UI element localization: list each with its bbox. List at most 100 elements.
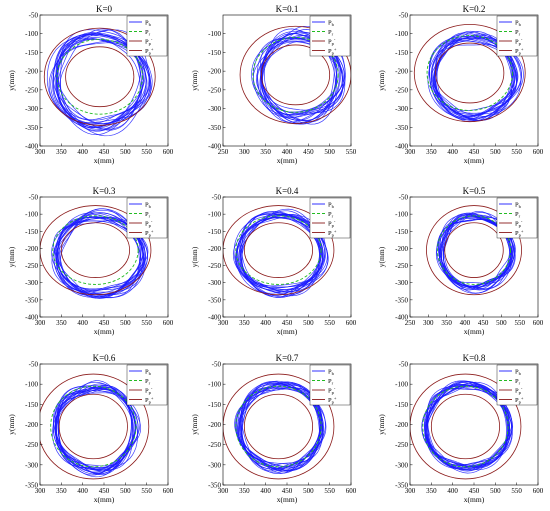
x-tick-label: 400 — [460, 319, 471, 327]
y-tick-label: -400 — [208, 314, 221, 322]
series-P_b — [234, 380, 327, 474]
panel-title: K=0 — [96, 4, 113, 14]
legend-entry: Pr — [328, 378, 334, 386]
series-P_p-plus — [426, 205, 522, 296]
legend-entry: Pp- — [515, 386, 523, 395]
series-P_p-plus — [413, 23, 526, 123]
chart-panel-1: 250 300 350 400 450 500 550 -100 -150 -200 -250 -30… — [190, 4, 357, 165]
chart-panel-8: 300 350 400 450 500 550 600 -50 -100 -150 -200 -250… — [377, 353, 544, 504]
trajectory-loop — [424, 383, 510, 469]
series-P_r — [235, 385, 322, 468]
legend-entry: Pr — [515, 378, 521, 386]
x-tick-label: 350 — [239, 487, 250, 495]
trajectory-loop — [53, 34, 151, 131]
y-tick-label: -100 — [208, 30, 221, 38]
y-tick-label: -300 — [208, 279, 221, 287]
legend-entry: Pp- — [328, 37, 336, 46]
trajectory-loop — [234, 387, 322, 469]
legend-box — [309, 15, 351, 57]
series-P_b — [427, 30, 524, 122]
y-tick-label: -400 — [395, 314, 408, 322]
chart-panel-7: 300 350 400 450 500 550 600 -50 -100 -150 -200 -250… — [190, 353, 357, 504]
series-P_p-minus — [444, 222, 504, 278]
x-tick-label: 400 — [282, 148, 293, 156]
axes-frame — [409, 196, 539, 318]
y-tick-label: -150 — [395, 49, 408, 57]
panel-title: K=0.5 — [463, 186, 486, 196]
legend-box — [309, 197, 351, 239]
y-tick-label: -350 — [25, 482, 38, 490]
legend-entry: Pb — [328, 368, 335, 376]
legend-entry: Pb — [328, 19, 335, 27]
series-P_p-plus — [43, 27, 156, 126]
y-tick-label: -50 — [29, 194, 39, 202]
trajectory-loop — [426, 382, 510, 467]
y-tick-label: -150 — [395, 401, 408, 409]
legend-entry: Pr — [328, 211, 334, 219]
legend-entry: Pr — [145, 378, 151, 386]
y-tick-label: -300 — [208, 105, 221, 113]
trajectory-loop — [238, 216, 323, 288]
x-axis-label: x(mm) — [277, 327, 298, 336]
legend-entry: Pp- — [515, 37, 523, 46]
legend-entry: Pr — [328, 29, 334, 37]
x-tick-label: 600 — [163, 319, 174, 327]
x-tick-label: 300 — [218, 487, 229, 495]
x-tick-label: 550 — [511, 487, 522, 495]
series-P_p-minus — [243, 393, 314, 460]
legend-entry: Pb — [328, 201, 335, 209]
x-tick-label: 450 — [99, 319, 110, 327]
x-tick-label: 400 — [447, 487, 458, 495]
legend-box — [496, 197, 538, 239]
y-axis-label: y(mm) — [377, 246, 386, 267]
y-tick-label: -250 — [25, 86, 38, 94]
y-tick-label: -150 — [25, 401, 38, 409]
trajectory-loop — [53, 220, 149, 295]
chart-panel-4: 300 350 400 450 500 550 600 -50 -100 -150 -200 -250… — [190, 186, 357, 336]
series-P_r — [426, 35, 513, 111]
legend-box — [126, 15, 168, 57]
y-tick-label: -300 — [395, 279, 408, 287]
x-tick-label: 400 — [260, 487, 271, 495]
x-tick-label: 450 — [282, 319, 293, 327]
x-axis-label: x(mm) — [277, 495, 298, 504]
y-tick-label: -350 — [25, 124, 38, 132]
plot-area — [40, 373, 150, 480]
x-tick-label: 550 — [141, 319, 152, 327]
y-tick-label: -250 — [395, 262, 408, 270]
x-tick-label: 500 — [303, 319, 314, 327]
y-tick-label: -50 — [212, 361, 222, 369]
y-tick-label: -300 — [395, 105, 408, 113]
trajectory-loop — [424, 380, 513, 469]
legend-entry: Pp- — [515, 219, 523, 228]
trajectory-loop — [239, 210, 321, 295]
x-tick-label: 500 — [120, 487, 131, 495]
legend-entry: Pp- — [145, 386, 153, 395]
series-P_p-plus — [40, 373, 150, 480]
y-tick-label: -150 — [395, 228, 408, 236]
trajectory-loop — [57, 386, 137, 475]
y-tick-label: -250 — [25, 262, 38, 270]
x-tick-label: 550 — [514, 319, 525, 327]
series-P_p-plus — [223, 373, 335, 480]
series-P_p-minus — [60, 222, 131, 278]
series-P_p-minus — [65, 46, 135, 108]
series-P_r — [235, 215, 322, 285]
x-tick-label: 450 — [469, 148, 480, 156]
x-axis-label: x(mm) — [464, 327, 485, 336]
plot-area — [223, 205, 335, 298]
x-axis-label: x(mm) — [94, 327, 115, 336]
y-tick-label: -50 — [212, 194, 222, 202]
y-tick-label: -100 — [25, 381, 38, 389]
trajectory-loop — [240, 386, 321, 468]
trajectory-loop — [56, 220, 147, 291]
series-P_r — [252, 37, 339, 113]
y-tick-label: -100 — [395, 381, 408, 389]
x-tick-label: 300 — [239, 148, 250, 156]
x-axis-label: x(mm) — [464, 495, 485, 504]
